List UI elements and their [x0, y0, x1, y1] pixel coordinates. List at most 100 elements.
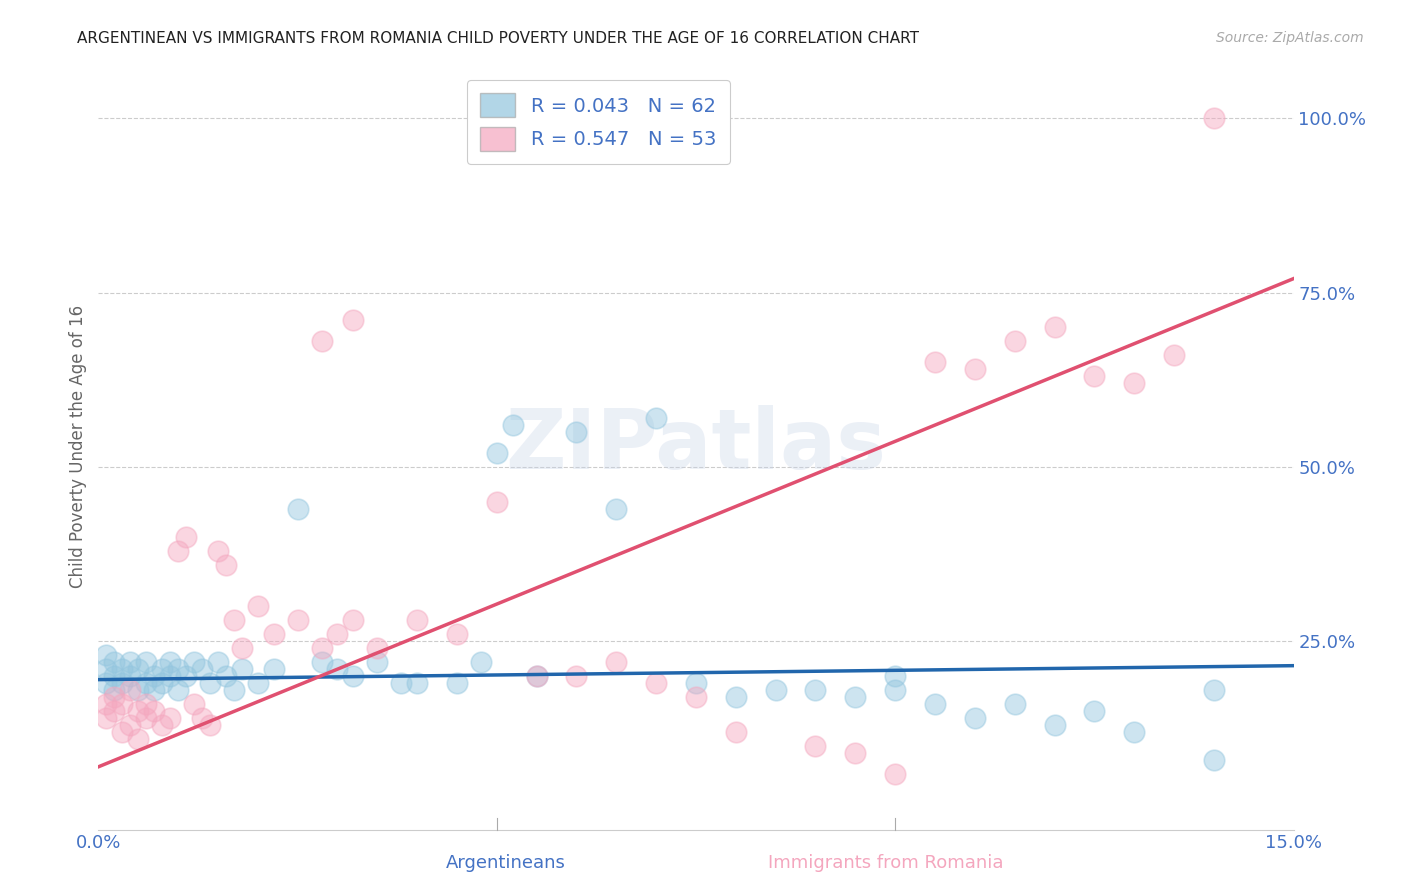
Point — [120, 683, 142, 698]
Point — [231, 641, 253, 656]
Point — [1202, 753, 1225, 767]
Point — [222, 683, 245, 698]
Point — [1043, 718, 1066, 732]
Point — [111, 662, 134, 676]
Text: Argentineans: Argentineans — [446, 855, 567, 872]
Point — [342, 613, 364, 627]
Point — [963, 362, 986, 376]
Point — [485, 446, 508, 460]
Point — [765, 683, 787, 698]
Point — [924, 355, 946, 369]
Point — [135, 655, 157, 669]
Point — [1083, 704, 1105, 718]
Point — [127, 704, 149, 718]
Point — [127, 731, 149, 746]
Point — [884, 766, 907, 780]
Point — [96, 711, 118, 725]
Point — [526, 669, 548, 683]
Point — [159, 669, 181, 683]
Point — [150, 718, 173, 732]
Point — [526, 669, 548, 683]
Point — [207, 543, 229, 558]
Point — [724, 690, 747, 704]
Point — [311, 334, 333, 349]
Point — [120, 669, 142, 683]
Legend: R = 0.043   N = 62, R = 0.547   N = 53: R = 0.043 N = 62, R = 0.547 N = 53 — [467, 79, 730, 164]
Point — [263, 627, 285, 641]
Point — [167, 543, 190, 558]
Point — [246, 599, 269, 614]
Point — [263, 662, 285, 676]
Point — [231, 662, 253, 676]
Point — [804, 683, 827, 698]
Point — [215, 669, 238, 683]
Point — [565, 425, 588, 439]
Point — [502, 418, 524, 433]
Point — [167, 683, 190, 698]
Point — [120, 718, 142, 732]
Point — [724, 725, 747, 739]
Point — [96, 676, 118, 690]
Point — [143, 669, 166, 683]
Point — [103, 683, 125, 698]
Point — [287, 501, 309, 516]
Point — [191, 711, 214, 725]
Point — [1004, 334, 1026, 349]
Point — [120, 655, 142, 669]
Point — [159, 711, 181, 725]
Point — [844, 690, 866, 704]
Point — [222, 613, 245, 627]
Point — [167, 662, 190, 676]
Point — [1163, 348, 1185, 362]
Point — [111, 676, 134, 690]
Point — [103, 669, 125, 683]
Point — [565, 669, 588, 683]
Point — [150, 662, 173, 676]
Point — [326, 627, 349, 641]
Point — [96, 697, 118, 711]
Text: ARGENTINEAN VS IMMIGRANTS FROM ROMANIA CHILD POVERTY UNDER THE AGE OF 16 CORRELA: ARGENTINEAN VS IMMIGRANTS FROM ROMANIA C… — [77, 31, 920, 46]
Point — [198, 718, 221, 732]
Point — [103, 690, 125, 704]
Point — [311, 655, 333, 669]
Point — [215, 558, 238, 572]
Text: Source: ZipAtlas.com: Source: ZipAtlas.com — [1216, 31, 1364, 45]
Point — [645, 411, 668, 425]
Point — [1083, 369, 1105, 384]
Point — [366, 655, 388, 669]
Point — [446, 627, 468, 641]
Point — [470, 655, 492, 669]
Point — [135, 711, 157, 725]
Point — [342, 669, 364, 683]
Point — [135, 676, 157, 690]
Point — [685, 676, 707, 690]
Point — [287, 613, 309, 627]
Point — [183, 697, 205, 711]
Point — [311, 641, 333, 656]
Point — [135, 697, 157, 711]
Point — [207, 655, 229, 669]
Point — [183, 655, 205, 669]
Point — [804, 739, 827, 753]
Point — [605, 655, 627, 669]
Text: Immigrants from Romania: Immigrants from Romania — [768, 855, 1004, 872]
Point — [127, 683, 149, 698]
Point — [150, 676, 173, 690]
Point — [111, 725, 134, 739]
Point — [406, 613, 429, 627]
Point — [159, 655, 181, 669]
Point — [1004, 697, 1026, 711]
Point — [198, 676, 221, 690]
Point — [446, 676, 468, 690]
Point — [924, 697, 946, 711]
Point — [963, 711, 986, 725]
Point — [127, 662, 149, 676]
Point — [246, 676, 269, 690]
Point — [1202, 112, 1225, 126]
Point — [96, 648, 118, 663]
Point — [1202, 683, 1225, 698]
Point — [1123, 376, 1146, 391]
Point — [884, 669, 907, 683]
Point — [143, 683, 166, 698]
Point — [1043, 320, 1066, 334]
